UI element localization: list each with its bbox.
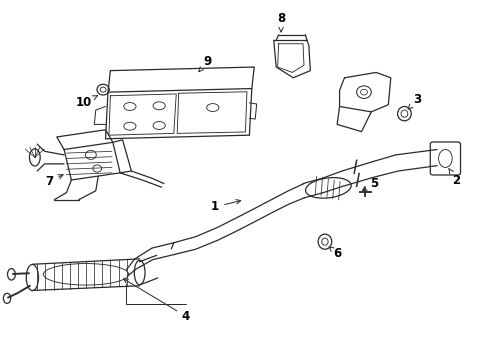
- Text: 8: 8: [276, 12, 285, 32]
- Text: 10: 10: [75, 96, 97, 109]
- Text: 4: 4: [123, 279, 190, 323]
- Text: 3: 3: [407, 93, 421, 109]
- Text: 7: 7: [45, 175, 63, 188]
- Text: 9: 9: [199, 55, 212, 72]
- Text: 6: 6: [328, 247, 341, 260]
- Text: 1: 1: [211, 199, 240, 213]
- Text: 5: 5: [362, 177, 377, 190]
- Text: 2: 2: [448, 168, 460, 186]
